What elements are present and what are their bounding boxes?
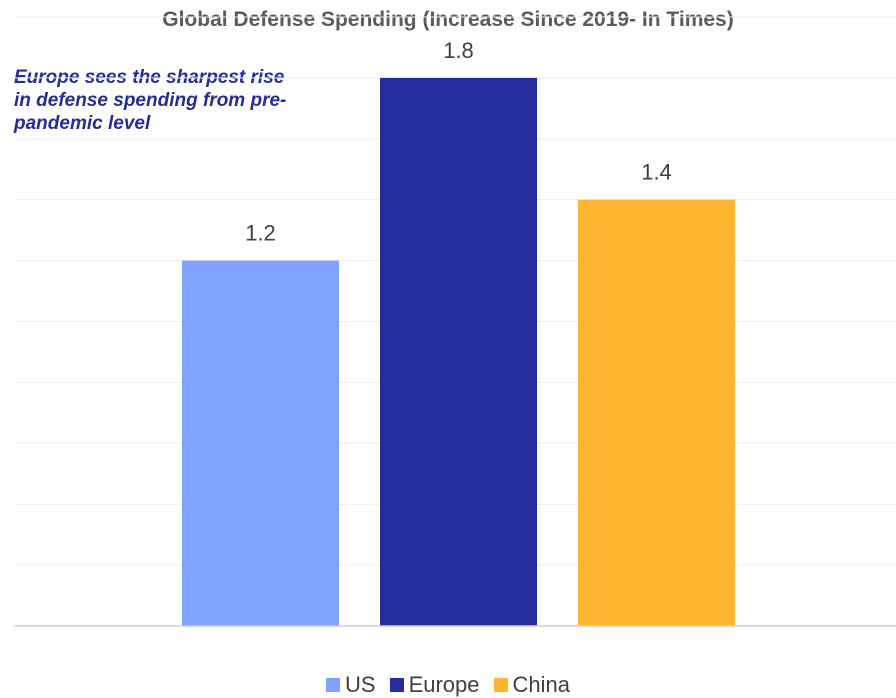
- bar-europe: [380, 77, 537, 626]
- bar-china: [578, 199, 735, 626]
- data-label-china: 1.4: [641, 160, 672, 185]
- legend-label-europe: Europe: [408, 672, 480, 697]
- chart-title: Global Defense Spending (Increase Since …: [162, 8, 734, 31]
- chart-legend: US Europe China: [0, 672, 896, 698]
- bar-us: [182, 260, 339, 626]
- legend-swatch-china: [493, 678, 508, 692]
- legend-label-china: China: [512, 672, 570, 697]
- chart-annotation: Europe sees the sharpest rise in defense…: [14, 67, 287, 134]
- legend-item-europe: Europe: [389, 672, 480, 698]
- legend-label-us: US: [345, 672, 376, 697]
- data-label-europe: 1.8: [443, 38, 474, 63]
- legend-swatch-europe: [389, 678, 404, 692]
- legend-item-china: China: [493, 672, 570, 698]
- bars: [182, 77, 735, 626]
- legend-swatch-us: [326, 678, 340, 692]
- legend-item-us: US: [326, 672, 376, 698]
- data-label-us: 1.2: [245, 221, 276, 246]
- data-labels: 1.2 1.8 1.4: [245, 38, 672, 246]
